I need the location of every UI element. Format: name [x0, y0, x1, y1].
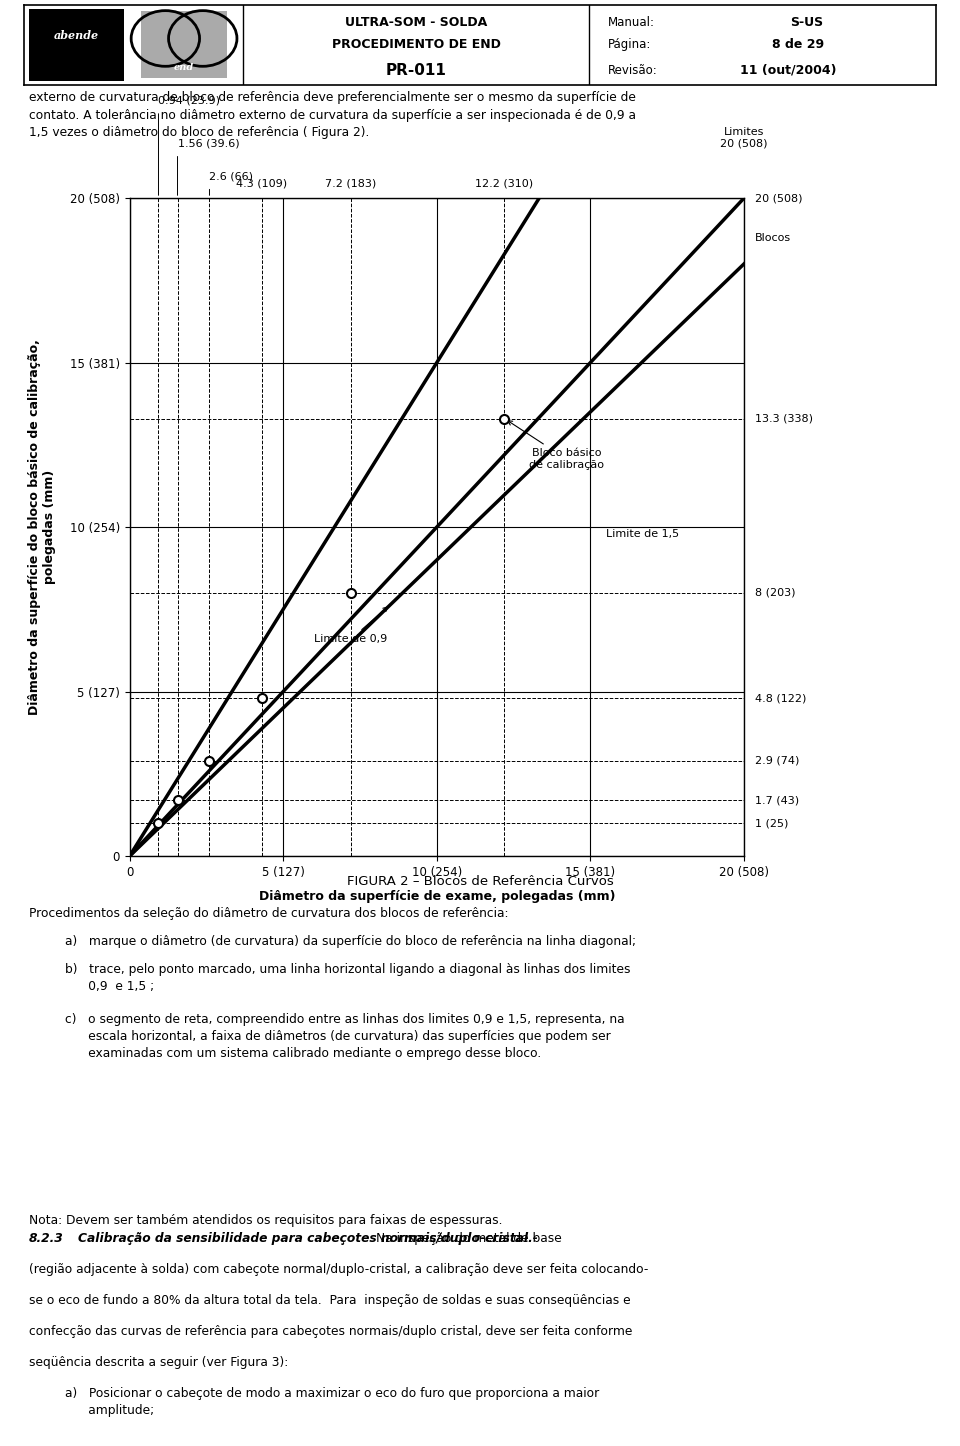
Text: PR-011: PR-011 [386, 62, 446, 78]
Text: Blocos: Blocos [755, 233, 791, 243]
Text: se o eco de fundo a 80% da altura total da tela.  Para  inspeção de soldas e sua: se o eco de fundo a 80% da altura total … [29, 1294, 631, 1307]
Text: Na inspeção do metal de base: Na inspeção do metal de base [376, 1232, 562, 1245]
Text: Nota: Devem ser também atendidos os requisitos para faixas de espessuras.: Nota: Devem ser também atendidos os requ… [29, 1215, 502, 1226]
Text: (região adjacente à solda) com cabeçote normal/duplo-cristal, a calibração deve : (região adjacente à solda) com cabeçote … [29, 1262, 648, 1275]
Text: 1.7 (43): 1.7 (43) [755, 795, 799, 805]
FancyBboxPatch shape [29, 9, 125, 81]
Text: Procedimentos da seleção do diâmetro de curvatura dos blocos de referência:: Procedimentos da seleção do diâmetro de … [29, 907, 508, 920]
Text: 8 (203): 8 (203) [755, 589, 795, 597]
Text: 8 de 29: 8 de 29 [772, 39, 824, 51]
Text: 2.6 (66): 2.6 (66) [209, 172, 253, 182]
Text: 4.3 (109): 4.3 (109) [236, 178, 287, 188]
Text: 20 (508): 20 (508) [755, 194, 803, 202]
Y-axis label: Diâmetro da superfície do bloco básico de calibração,
polegadas (mm): Diâmetro da superfície do bloco básico d… [28, 340, 56, 714]
Text: seqüência descrita a seguir (ver Figura 3):: seqüência descrita a seguir (ver Figura … [29, 1356, 288, 1369]
Text: a)   marque o diâmetro (de curvatura) da superfície do bloco de referência na li: a) marque o diâmetro (de curvatura) da s… [65, 934, 636, 947]
Text: a)   Posicionar o cabeçote de modo a maximizar o eco do furo que proporciona a m: a) Posicionar o cabeçote de modo a maxim… [65, 1387, 599, 1417]
Text: Limite de 1,5: Limite de 1,5 [606, 529, 679, 539]
X-axis label: Diâmetro da superfície de exame, polegadas (mm): Diâmetro da superfície de exame, polegad… [258, 889, 615, 902]
Text: 7.2 (183): 7.2 (183) [325, 178, 376, 188]
Text: PROCEDIMENTO DE END: PROCEDIMENTO DE END [332, 39, 500, 51]
Text: Limite de 0,9: Limite de 0,9 [314, 607, 388, 645]
Text: 8.2.3: 8.2.3 [29, 1232, 63, 1245]
Text: ULTRA-SOM - SOLDA: ULTRA-SOM - SOLDA [345, 16, 488, 29]
Text: 12.2 (310): 12.2 (310) [475, 178, 534, 188]
Text: 13.3 (338): 13.3 (338) [755, 414, 813, 424]
Text: Limites
20 (508): Limites 20 (508) [720, 127, 768, 149]
Text: 2.9 (74): 2.9 (74) [755, 756, 799, 765]
Text: S-US: S-US [790, 16, 824, 29]
Text: 1 (25): 1 (25) [755, 818, 788, 829]
Text: FIGURA 2 – Blocos de Referência Curvos: FIGURA 2 – Blocos de Referência Curvos [347, 875, 613, 888]
Text: end: end [174, 62, 194, 72]
Text: Manual:: Manual: [608, 16, 655, 29]
Text: abende: abende [54, 30, 99, 40]
Text: confecção das curvas de referência para cabeçotes normais/duplo cristal, deve se: confecção das curvas de referência para … [29, 1325, 633, 1338]
Text: 4.8 (122): 4.8 (122) [755, 693, 806, 703]
Text: 11 (out/2004): 11 (out/2004) [740, 64, 836, 77]
FancyBboxPatch shape [141, 12, 228, 78]
Text: Calibração da sensibilidade para cabeçotes normais/duplo-cristal.-: Calibração da sensibilidade para cabeçot… [79, 1232, 539, 1245]
Text: Página:: Página: [608, 39, 651, 51]
Text: Bloco básico
de calibração: Bloco básico de calibração [508, 421, 604, 470]
Text: b)   trace, pelo ponto marcado, uma linha horizontal ligando a diagonal às linha: b) trace, pelo ponto marcado, uma linha … [65, 963, 631, 992]
Text: Revisão:: Revisão: [608, 64, 658, 77]
Text: 0.94 (23.9): 0.94 (23.9) [158, 95, 221, 106]
Text: 1.56 (39.6): 1.56 (39.6) [178, 139, 239, 149]
Text: externo de curvatura de bloco de referência deve preferencialmente ser o mesmo d: externo de curvatura de bloco de referên… [29, 91, 636, 139]
Text: c)   o segmento de reta, compreendido entre as linhas dos limites 0,9 e 1,5, rep: c) o segmento de reta, compreendido entr… [65, 1014, 625, 1060]
